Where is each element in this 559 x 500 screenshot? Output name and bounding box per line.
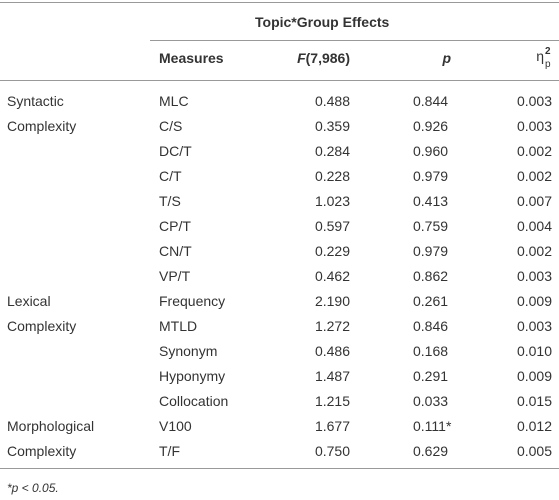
header-title: Topic*Group Effects xyxy=(255,14,390,30)
group-label: Lexical xyxy=(7,293,51,309)
p-value: 0.413 xyxy=(413,193,449,209)
eta-base: η xyxy=(536,48,544,64)
measure: DC/T xyxy=(159,143,192,159)
eta-value: 0.010 xyxy=(516,343,552,359)
eta-value: 0.004 xyxy=(516,218,552,234)
f-value: 0.488 xyxy=(314,93,350,109)
footnote: *p < 0.05. xyxy=(7,481,59,495)
p-value: 0.033 xyxy=(413,393,449,409)
eta-value: 0.009 xyxy=(516,293,552,309)
f-df: (7,986) xyxy=(305,50,350,66)
eta-value: 0.005 xyxy=(516,443,552,459)
group-label: Complexity xyxy=(7,118,77,134)
p-value: 0.111* xyxy=(413,418,452,434)
f-symbol: F xyxy=(297,50,306,66)
p-value: 0.960 xyxy=(413,143,449,159)
f-value: 0.750 xyxy=(314,443,350,459)
p-value: 0.844 xyxy=(413,93,449,109)
header-rule xyxy=(150,40,559,41)
group-label: Syntactic xyxy=(7,93,64,109)
p-value: 0.846 xyxy=(413,318,449,334)
f-value: 1.215 xyxy=(314,393,350,409)
group-label: Complexity xyxy=(7,443,77,459)
p-value: 0.759 xyxy=(413,218,449,234)
p-value: 0.862 xyxy=(413,268,449,284)
measure: Hyponymy xyxy=(159,368,226,384)
eta-value: 0.002 xyxy=(516,243,552,259)
measure: CN/T xyxy=(159,243,192,259)
p-value: 0.926 xyxy=(413,118,449,134)
measure: T/S xyxy=(159,193,181,209)
f-value: 0.597 xyxy=(314,218,350,234)
p-value: 0.168 xyxy=(413,343,449,359)
measure: C/S xyxy=(159,118,183,134)
p-value: 0.979 xyxy=(413,243,449,259)
col-header: Measures xyxy=(159,50,224,66)
measure: C/T xyxy=(159,168,182,184)
p-value: 0.979 xyxy=(413,168,449,184)
p-value: 0.291 xyxy=(413,368,449,384)
f-value: 0.228 xyxy=(314,168,350,184)
p-value: 0.629 xyxy=(413,443,449,459)
measure: VP/T xyxy=(159,268,191,284)
f-value: 1.272 xyxy=(314,318,350,334)
f-value: 0.229 xyxy=(314,243,350,259)
measure: T/F xyxy=(159,443,180,459)
header-bottom-rule xyxy=(0,80,559,81)
p-value: 0.261 xyxy=(413,293,449,309)
eta-sub: p xyxy=(545,59,551,70)
f-value: 0.462 xyxy=(314,268,350,284)
eta-value: 0.012 xyxy=(516,418,552,434)
f-value: 1.023 xyxy=(314,193,350,209)
col-header: p xyxy=(442,50,451,66)
measure: V100 xyxy=(159,418,192,434)
eta-value: 0.003 xyxy=(516,268,552,284)
group-label: Complexity xyxy=(7,318,77,334)
eta-value: 0.002 xyxy=(516,143,552,159)
f-value: 1.487 xyxy=(314,368,350,384)
bottom-rule xyxy=(0,468,559,469)
f-value: 0.359 xyxy=(314,118,350,134)
f-value: 0.284 xyxy=(314,143,350,159)
eta-value: 0.003 xyxy=(516,318,552,334)
top-rule xyxy=(0,2,559,3)
measure: Synonym xyxy=(159,343,218,359)
eta-value: 0.002 xyxy=(516,168,552,184)
eta-value: 0.007 xyxy=(516,193,552,209)
f-value: 2.190 xyxy=(314,293,350,309)
eta-value: 0.009 xyxy=(516,368,552,384)
eta-value: 0.003 xyxy=(516,93,552,109)
col-header: F(7,986) xyxy=(250,49,350,67)
eta-sup: 2 xyxy=(545,46,551,57)
group-label: Morphological xyxy=(7,418,95,434)
eta-value: 0.015 xyxy=(516,393,552,409)
measure: CP/T xyxy=(159,218,191,234)
measure: Frequency xyxy=(159,293,226,309)
measure: MTLD xyxy=(159,318,198,334)
f-value: 0.486 xyxy=(314,343,350,359)
f-value: 1.677 xyxy=(314,418,350,434)
eta-value: 0.003 xyxy=(516,118,552,134)
measure: MLC xyxy=(159,93,189,109)
measure: Collocation xyxy=(159,393,229,409)
